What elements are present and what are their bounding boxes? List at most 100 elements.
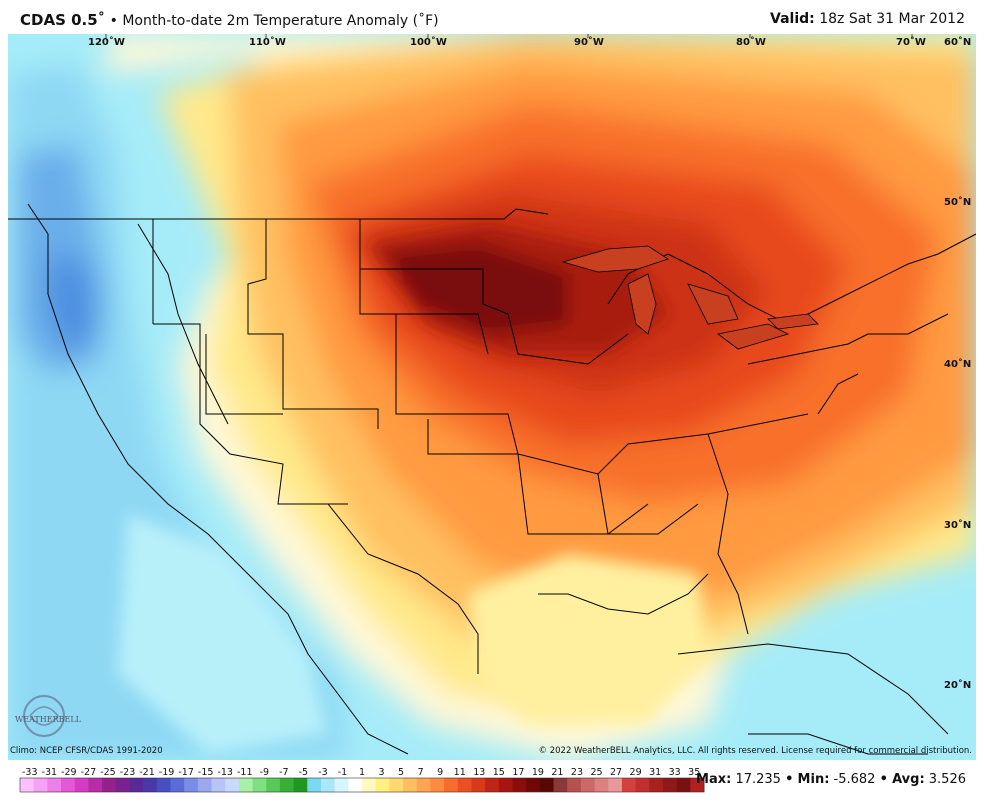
map-canvas bbox=[8, 34, 976, 760]
colorbar-tick-label: -31 bbox=[42, 767, 58, 778]
colorbar-tick-label: -23 bbox=[120, 767, 136, 778]
colorbar-tick-label: 9 bbox=[437, 767, 443, 778]
copyright-notice: © 2022 WeatherBELL Analytics, LLC. All r… bbox=[538, 746, 972, 756]
colorbar-swatch bbox=[225, 778, 240, 792]
colorbar-swatch bbox=[662, 778, 678, 792]
colorbar-swatch bbox=[375, 778, 390, 792]
colorbar-tick-label: 31 bbox=[649, 767, 661, 778]
map-header: CDAS 0.5˚ • Month-to-date 2m Temperature… bbox=[0, 0, 984, 34]
colorbar-tick-label: -1 bbox=[338, 767, 347, 778]
colorbar-tick-label: 25 bbox=[590, 767, 602, 778]
colorbar-tick-label: -15 bbox=[198, 767, 214, 778]
longitude-label: 100˚W bbox=[410, 37, 447, 48]
colorbar-tick-label: 23 bbox=[571, 767, 583, 778]
colorbar-swatch bbox=[348, 778, 363, 792]
longitude-label: 110˚W bbox=[249, 37, 286, 48]
colorbar-swatch bbox=[635, 778, 650, 792]
longitude-label: 80˚W bbox=[736, 37, 766, 48]
colorbar-swatch bbox=[61, 778, 76, 792]
colorbar-swatch bbox=[252, 778, 267, 792]
latitude-label: 20˚N bbox=[944, 680, 972, 691]
colorbar-swatch bbox=[444, 778, 459, 792]
graticule bbox=[105, 34, 913, 38]
colorbar-swatch bbox=[184, 778, 199, 792]
colorbar-swatch bbox=[88, 778, 103, 792]
map-title: CDAS 0.5˚ • Month-to-date 2m Temperature… bbox=[20, 11, 439, 29]
colorbar-tick-label: 35 bbox=[688, 767, 700, 778]
colorbar-canvas: -33 -31 -29 -27 -25 -23 -21 -19 -17 -15 -13 -11 -9 -7… bbox=[19, 767, 705, 793]
colorbar-border bbox=[19, 777, 705, 793]
colorbar-swatch bbox=[20, 778, 35, 792]
colorbar-swatch bbox=[115, 778, 130, 792]
colorbar: -33 -31 -29 -27 -25 -23 -21 -19 -17 -15 -13 -11 -9 -7… bbox=[18, 764, 708, 806]
colorbar-tick-label: -11 bbox=[237, 767, 253, 778]
colorbar-tick-label: 19 bbox=[532, 767, 544, 778]
colorbar-tick-label: 5 bbox=[398, 767, 404, 778]
colorbar-swatch bbox=[594, 778, 609, 792]
colorbar-swatch bbox=[512, 778, 527, 792]
colorbar-swatch bbox=[74, 778, 89, 792]
colorbar-swatch bbox=[362, 778, 377, 792]
colorbar-swatch bbox=[457, 778, 472, 792]
latitude-label: 50˚N bbox=[944, 197, 972, 208]
anomaly-map[interactable]: 120˚W 110˚W 100˚W 90˚W 80˚W 70˚W 60˚N 50… bbox=[8, 34, 976, 760]
valid-time-value: 18z Sat 31 Mar 2012 bbox=[814, 11, 965, 27]
colorbar-swatch bbox=[293, 778, 308, 792]
longitude-label: 90˚W bbox=[574, 37, 604, 48]
avg-value: 3.526 bbox=[928, 772, 966, 787]
colorbar-tick-label: 27 bbox=[610, 767, 622, 778]
colorbar-tick-label: 15 bbox=[493, 767, 505, 778]
title-separator: • bbox=[105, 13, 123, 29]
colorbar-tick-label: 11 bbox=[454, 767, 466, 778]
colorbar-swatch bbox=[621, 778, 637, 792]
colorbar-swatch bbox=[430, 778, 445, 792]
longitude-label: 120˚W bbox=[88, 37, 125, 48]
colorbar-tick-label: -29 bbox=[61, 767, 77, 778]
colorbar-swatch bbox=[197, 778, 213, 792]
colorbar-swatch bbox=[416, 778, 431, 792]
colorbar-tick-label: -9 bbox=[260, 767, 269, 778]
avg-label: Avg: bbox=[892, 772, 925, 787]
colorbar-swatch bbox=[690, 778, 705, 792]
colorbar-swatch bbox=[403, 778, 418, 792]
colorbar-tick-label: -19 bbox=[159, 767, 175, 778]
colorbar-swatch bbox=[156, 778, 171, 792]
colorbar-swatch bbox=[580, 778, 596, 792]
colorbar-tick-label: 21 bbox=[551, 767, 563, 778]
colorbar-tick-label: 3 bbox=[379, 767, 385, 778]
colorbar-tick-label: -13 bbox=[217, 767, 233, 778]
colorbar-swatch bbox=[211, 778, 226, 792]
colorbar-swatch bbox=[334, 778, 349, 792]
colorbar-tick-label: -3 bbox=[318, 767, 327, 778]
colorbar-swatch bbox=[526, 778, 541, 792]
colorbar-swatch bbox=[238, 778, 254, 792]
climatology-note: Climo: NCEP CFSR/CDAS 1991-2020 bbox=[10, 746, 163, 756]
latitude-label: 30˚N bbox=[944, 520, 972, 531]
colorbar-swatch bbox=[47, 778, 62, 792]
colorbar-tick-label: -21 bbox=[139, 767, 155, 778]
latitude-label: 60˚N bbox=[944, 37, 972, 48]
great-lakes bbox=[561, 245, 819, 350]
colorbar-swatch bbox=[33, 778, 48, 792]
colorbar-tick-label: 7 bbox=[418, 767, 424, 778]
colorbar-swatch bbox=[320, 778, 336, 792]
valid-label: Valid: bbox=[770, 11, 815, 27]
colorbar-swatch bbox=[553, 778, 568, 792]
colorbar-tick-label: 1 bbox=[359, 767, 365, 778]
colorbar-swatch bbox=[389, 778, 404, 792]
colorbar-tick-label: -33 bbox=[22, 767, 38, 778]
colorbar-tick-label: -25 bbox=[100, 767, 116, 778]
colorbar-swatch bbox=[498, 778, 513, 792]
colorbar-tick-label: 29 bbox=[630, 767, 642, 778]
colorbar-tick-label: 13 bbox=[473, 767, 485, 778]
colorbar-tick-label: -5 bbox=[299, 767, 308, 778]
colorbar-swatch bbox=[307, 778, 322, 792]
colorbar-swatch bbox=[676, 778, 691, 792]
colorbar-tick-label: -27 bbox=[81, 767, 97, 778]
colorbar-swatch bbox=[567, 778, 582, 792]
colorbar-swatch bbox=[608, 778, 623, 792]
field-stats: Max: 17.235 • Min: -5.682 • Avg: 3.526 bbox=[696, 772, 966, 787]
colorbar-swatch bbox=[471, 778, 486, 792]
min-value: -5.682 bbox=[833, 772, 876, 787]
longitude-label: 70˚W bbox=[896, 37, 926, 48]
